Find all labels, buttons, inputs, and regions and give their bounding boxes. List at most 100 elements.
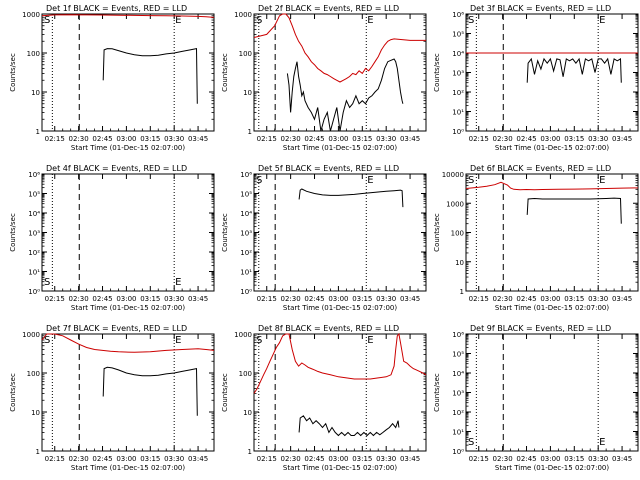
y-tick-label: 10³ xyxy=(240,230,252,238)
x-tick-label: 03:45 xyxy=(188,135,208,143)
start-marker: S xyxy=(468,15,474,26)
x-tick-label: 03:15 xyxy=(564,455,584,463)
x-axis-label: Start Time (01-Dec-15 02:07:00) xyxy=(71,304,185,312)
x-tick-label: 03:00 xyxy=(328,455,348,463)
y-tick-label: 10⁶ xyxy=(452,331,464,339)
x-tick-label: 02:45 xyxy=(516,295,536,303)
start-marker: S xyxy=(44,335,50,346)
x-tick-label: 03:45 xyxy=(612,295,632,303)
start-marker: S xyxy=(256,15,262,26)
x-tick-label: 03:15 xyxy=(352,295,372,303)
panel-title: Det 8f BLACK = Events, RED = LLD xyxy=(258,324,399,333)
y-tick-label: 10⁰ xyxy=(452,448,464,456)
x-tick-label: 03:45 xyxy=(612,135,632,143)
x-tick-label: 03:15 xyxy=(564,295,584,303)
x-tick-label: 03:30 xyxy=(164,135,184,143)
x-axis-label: Start Time (01-Dec-15 02:07:00) xyxy=(495,304,609,312)
series-line-lld xyxy=(41,333,215,353)
y-tick-label: 10⁴ xyxy=(28,210,40,218)
series-line-lld xyxy=(465,181,639,191)
series-line-events xyxy=(298,188,404,208)
panel-det-5: Det 5f BLACK = Events, RED = LLD 10⁰ 10¹ 10… xyxy=(221,164,427,312)
end-marker: E xyxy=(367,335,373,346)
panel-title: Det 1f BLACK = Events, RED = LLD xyxy=(46,4,187,13)
x-axis-label: Start Time (01-Dec-15 02:07:00) xyxy=(495,144,609,152)
x-tick-label: 02:45 xyxy=(304,135,324,143)
y-axis-label: Counts/sec xyxy=(221,53,229,92)
x-tick-label: 03:30 xyxy=(588,295,608,303)
y-axis-label: Counts/sec xyxy=(221,373,229,412)
x-axis-label: Start Time (01-Dec-15 02:07:00) xyxy=(283,144,397,152)
x-tick-label: 02:45 xyxy=(304,295,324,303)
plot-frame xyxy=(465,333,639,452)
y-tick-label: 10⁵ xyxy=(452,351,464,359)
y-tick-label: 100 xyxy=(27,50,40,58)
x-tick-label: 02:15 xyxy=(469,295,489,303)
series-line-events xyxy=(102,366,198,416)
panel-title: Det 3f BLACK = Events, RED = LLD xyxy=(470,4,611,13)
x-tick-label: 02:15 xyxy=(469,135,489,143)
x-axis-label: Start Time (01-Dec-15 02:07:00) xyxy=(283,304,397,312)
x-tick-label: 02:30 xyxy=(493,295,513,303)
x-axis-label: Start Time (01-Dec-15 02:07:00) xyxy=(71,144,185,152)
x-tick-label: 02:15 xyxy=(257,455,277,463)
x-tick-label: 03:00 xyxy=(540,295,560,303)
y-tick-label: 10¹ xyxy=(28,269,40,277)
y-tick-label: 10 xyxy=(31,89,40,97)
panel-det-4: Det 4f BLACK = Events, RED = LLD 10⁰ 10¹ 10… xyxy=(9,164,215,312)
y-tick-label: 1000 xyxy=(234,11,252,19)
x-axis-label: Start Time (01-Dec-15 02:07:00) xyxy=(283,464,397,472)
x-tick-label: 03:30 xyxy=(164,455,184,463)
panel-title: Det 7f BLACK = Events, RED = LLD xyxy=(46,324,187,333)
series-line-lld xyxy=(41,14,215,18)
x-tick-label: 02:15 xyxy=(257,295,277,303)
panel-det-9: Det 9f BLACK = Events, RED = LLD 10⁰ 10¹ 10… xyxy=(433,324,639,472)
y-tick-label: 10² xyxy=(452,89,464,97)
y-tick-label: 1000 xyxy=(22,331,40,339)
x-tick-label: 03:00 xyxy=(328,135,348,143)
y-axis-label: Counts/sec xyxy=(9,213,17,252)
x-tick-label: 02:15 xyxy=(45,135,65,143)
end-marker: E xyxy=(175,277,181,288)
series-line-events xyxy=(102,47,198,104)
y-tick-label: 10⁶ xyxy=(240,171,252,179)
x-tick-label: 03:00 xyxy=(116,455,136,463)
panel-det-2: Det 2f BLACK = Events, RED = LLD 1 10 100 10… xyxy=(221,4,427,152)
x-tick-label: 03:30 xyxy=(376,455,396,463)
panel-det-6: Det 6f BLACK = Events, RED = LLD 1 10 100 10… xyxy=(433,164,639,312)
y-tick-label: 10⁴ xyxy=(240,210,252,218)
start-marker: S xyxy=(44,15,50,26)
y-tick-label: 10⁵ xyxy=(452,31,464,39)
panel-title: Det 6f BLACK = Events, RED = LLD xyxy=(470,164,611,173)
y-tick-label: 1000 xyxy=(234,331,252,339)
series-line-events xyxy=(526,197,622,224)
end-marker: E xyxy=(175,335,181,346)
y-tick-label: 100 xyxy=(239,50,252,58)
panel-det-8: Det 8f BLACK = Events, RED = LLD 1 10 100 10… xyxy=(221,324,427,472)
x-tick-label: 02:15 xyxy=(469,455,489,463)
y-tick-label: 10¹ xyxy=(240,269,252,277)
panel-title: Det 5f BLACK = Events, RED = LLD xyxy=(258,164,399,173)
x-tick-label: 02:45 xyxy=(92,295,112,303)
y-tick-label: 10⁴ xyxy=(452,370,464,378)
panel-det-7: Det 7f BLACK = Events, RED = LLD 1 10 100 10… xyxy=(9,324,215,472)
y-axis-label: Counts/sec xyxy=(221,213,229,252)
panel-title: Det 9f BLACK = Events, RED = LLD xyxy=(470,324,611,333)
x-tick-label: 02:45 xyxy=(92,455,112,463)
x-tick-label: 03:30 xyxy=(588,455,608,463)
x-tick-label: 02:45 xyxy=(92,135,112,143)
x-tick-label: 03:45 xyxy=(400,135,420,143)
x-tick-label: 03:15 xyxy=(140,295,160,303)
x-tick-label: 03:45 xyxy=(188,455,208,463)
y-tick-label: 10¹ xyxy=(452,109,464,117)
series-line-events xyxy=(298,415,400,437)
x-tick-label: 03:00 xyxy=(116,135,136,143)
start-marker: S xyxy=(256,175,262,186)
x-tick-label: 03:45 xyxy=(400,455,420,463)
x-tick-label: 02:30 xyxy=(69,135,89,143)
y-tick-label: 10⁰ xyxy=(240,288,252,296)
x-tick-label: 03:00 xyxy=(328,295,348,303)
start-marker: S xyxy=(468,175,474,186)
y-tick-label: 10 xyxy=(243,89,252,97)
